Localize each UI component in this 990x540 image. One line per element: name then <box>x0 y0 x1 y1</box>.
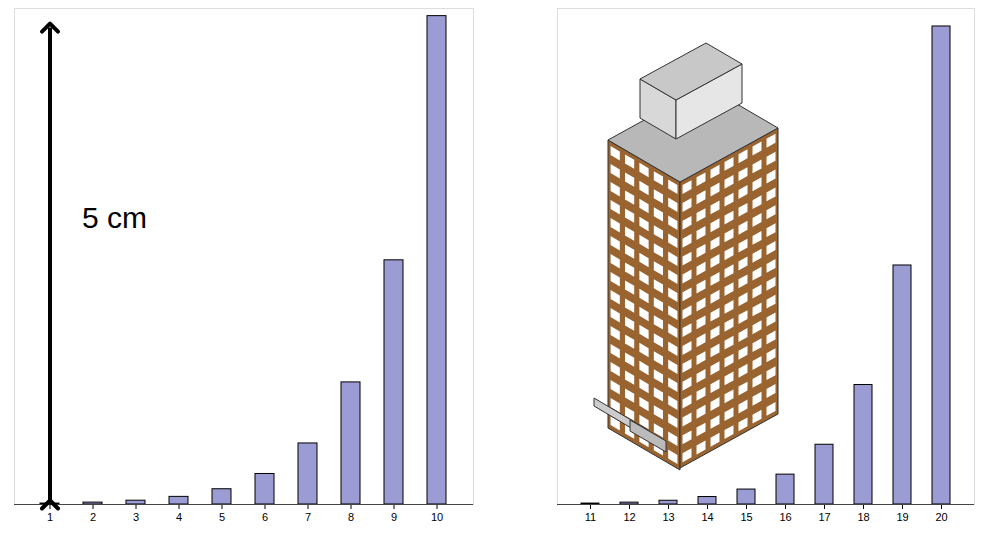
svg-text:7: 7 <box>305 511 311 523</box>
svg-text:6: 6 <box>262 511 268 523</box>
svg-text:11: 11 <box>585 511 596 523</box>
svg-text:20: 20 <box>935 511 947 523</box>
svg-text:17: 17 <box>818 511 830 523</box>
svg-text:13: 13 <box>662 511 674 523</box>
svg-text:2: 2 <box>90 511 96 523</box>
svg-text:16: 16 <box>779 511 791 523</box>
svg-text:4: 4 <box>176 511 182 523</box>
svg-text:5 cm: 5 cm <box>82 201 147 234</box>
svg-text:9: 9 <box>391 511 397 523</box>
svg-text:10: 10 <box>431 511 443 523</box>
svg-text:5: 5 <box>219 511 225 523</box>
svg-text:18: 18 <box>857 511 869 523</box>
svg-text:1: 1 <box>47 511 53 523</box>
svg-text:12: 12 <box>623 511 635 523</box>
svg-text:3: 3 <box>133 511 139 523</box>
svg-text:8: 8 <box>348 511 354 523</box>
svg-text:14: 14 <box>701 511 713 523</box>
svg-text:19: 19 <box>896 511 908 523</box>
svg-text:15: 15 <box>740 511 752 523</box>
